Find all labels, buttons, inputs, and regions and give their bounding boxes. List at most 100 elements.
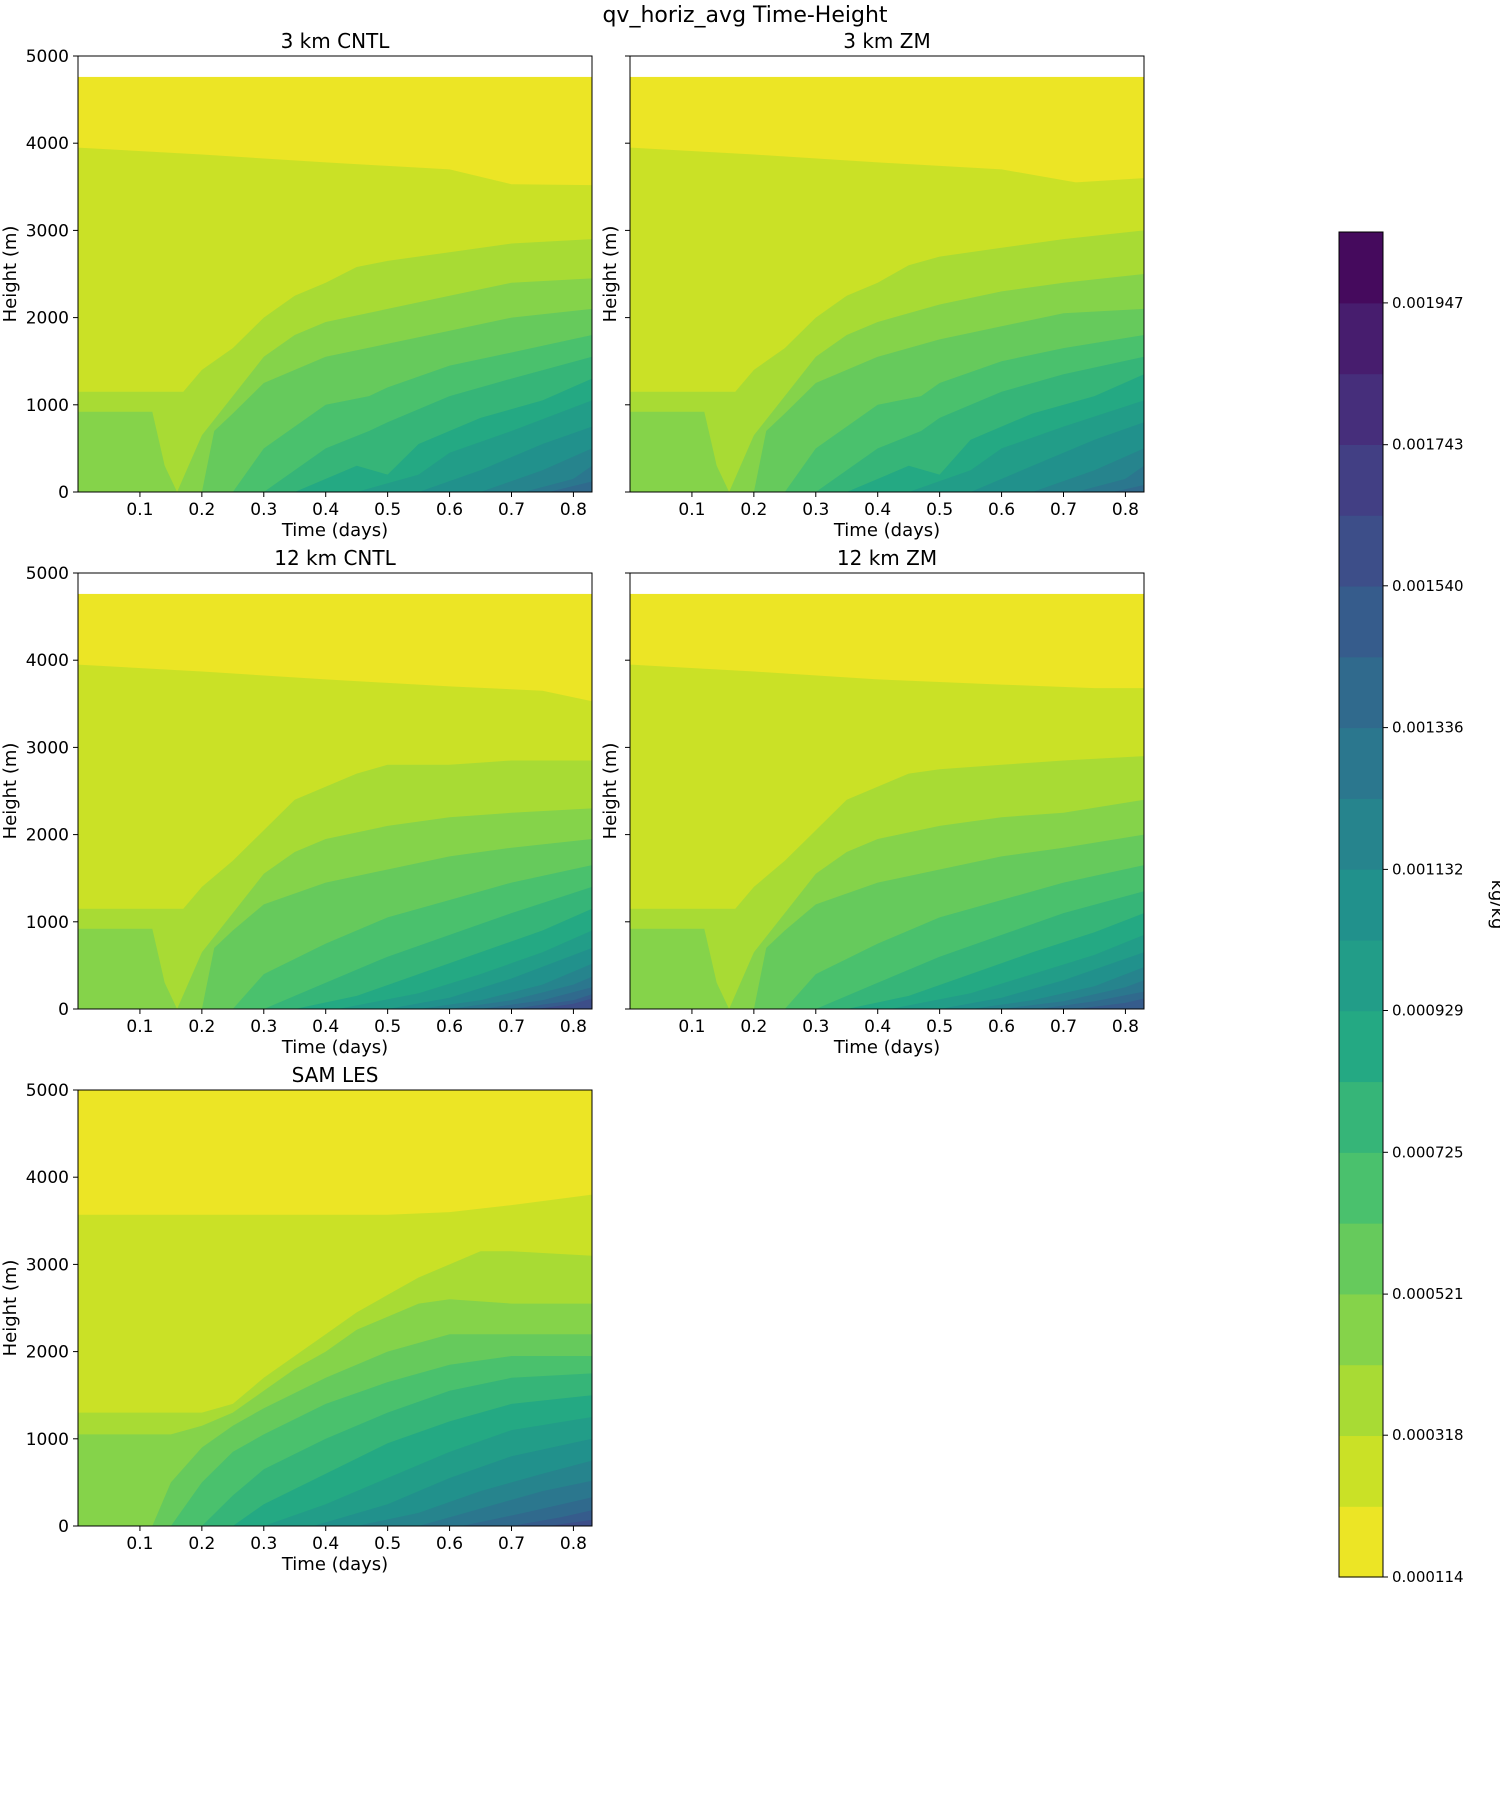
colorbar-tick-label: 0.000114 (1392, 1568, 1464, 1586)
y-tick-label: 1000 (26, 396, 69, 416)
colorbar-segment (1339, 1435, 1383, 1507)
colorbar-segment (1339, 1081, 1383, 1153)
x-tick-label: 0.2 (740, 500, 767, 520)
x-tick-label: 0.3 (802, 500, 829, 520)
contour-band-11 (78, 465, 592, 492)
contour-band-11 (78, 1480, 592, 1526)
contour-band-9 (630, 422, 1144, 492)
x-axis-label: Time (days) (281, 520, 388, 541)
colorbar-segment (1339, 1293, 1383, 1366)
x-tick-label: 0.5 (374, 500, 401, 520)
x-tick-label: 0.1 (126, 1534, 153, 1554)
y-tick-label: 2000 (26, 309, 69, 329)
x-tick-label: 0.6 (436, 500, 463, 520)
x-tick-label: 0.2 (188, 1534, 215, 1554)
contour-band-10 (78, 1460, 592, 1526)
x-tick-label: 0.8 (1112, 1017, 1139, 1037)
colorbar-tick-label: 0.001743 (1392, 436, 1464, 454)
colorbar-tick-label: 0.001336 (1392, 719, 1464, 737)
x-tick-label: 0.7 (498, 1534, 525, 1554)
x-axis-label: Time (days) (833, 520, 940, 541)
x-tick-label: 0.2 (188, 500, 215, 520)
contour-band-8 (630, 400, 1144, 492)
colorbar-segment (1339, 373, 1383, 445)
contour-field (630, 76, 1144, 492)
x-tick-label: 0.8 (560, 500, 587, 520)
x-tick-label: 0.4 (864, 1017, 891, 1037)
y-tick-label: 1000 (26, 913, 69, 933)
axes-frame (629, 572, 1145, 1010)
y-tick-label: 2000 (26, 1343, 69, 1363)
x-tick-label: 0.5 (926, 500, 953, 520)
panel-title: 3 km CNTL (281, 29, 391, 53)
figure-title: qv_horiz_avg Time-Height (602, 3, 887, 28)
axes-frame (77, 572, 593, 1010)
x-tick-label: 0.3 (802, 1017, 829, 1037)
colorbar-segment (1339, 1506, 1383, 1578)
x-tick-label: 0.3 (250, 1017, 277, 1037)
y-axis-label: Height (m) (600, 743, 621, 840)
x-tick-label: 0.5 (374, 1017, 401, 1037)
axes-frame (77, 55, 593, 493)
x-tick-label: 0.4 (312, 500, 339, 520)
colorbar-segment (1339, 1152, 1383, 1224)
x-tick-label: 0.8 (560, 1534, 587, 1554)
colorbar-segment (1339, 302, 1383, 375)
colorbar-segment (1339, 939, 1383, 1012)
colorbar-tick-label: 0.000725 (1392, 1143, 1464, 1161)
colorbar-tick-label: 0.001132 (1392, 860, 1464, 878)
x-tick-label: 0.2 (188, 1017, 215, 1037)
y-tick-label: 3000 (26, 738, 69, 758)
contour-band-11 (630, 465, 1144, 492)
contour-band-9 (78, 948, 592, 1009)
axes-frame (77, 1089, 593, 1527)
contour-band-13 (78, 994, 592, 1009)
x-tick-label: 0.2 (740, 1017, 767, 1037)
x-tick-label: 0.1 (678, 1017, 705, 1037)
colorbar-segment (1339, 798, 1383, 870)
panel-title: 12 km CNTL (274, 546, 396, 570)
colorbar: 0.000114 0.000318 0.000521 0.000725 0.000929… (1338, 231, 1500, 1586)
x-tick-label: 0.6 (988, 1017, 1015, 1037)
contour-field (78, 76, 592, 492)
x-tick-label: 0.6 (436, 1017, 463, 1037)
x-tick-label: 0.1 (126, 500, 153, 520)
x-tick-label: 0.3 (250, 1534, 277, 1554)
colorbar-tick-label: 0.000318 (1392, 1426, 1464, 1444)
panel-5: SAM LES 0.1 0.2 0.3 0.4 0.5 0.6 0.7 0.8 Time (day… (0, 1063, 593, 1575)
x-tick-label: 0.8 (1112, 500, 1139, 520)
panel-3: 12 km CNTL 0.1 0.2 0.3 0.4 0.5 0.6 0.7 0.8 Time (… (0, 546, 593, 1058)
colorbar-tick-label: 0.000929 (1392, 1002, 1464, 1020)
y-axis-label: Height (m) (0, 743, 21, 840)
contour-band-9 (630, 952, 1144, 1009)
x-tick-label: 0.7 (498, 1017, 525, 1037)
y-tick-label: 4000 (26, 651, 69, 671)
colorbar-segment (1339, 515, 1383, 587)
y-tick-label: 0 (58, 1000, 69, 1020)
x-tick-label: 0.7 (498, 500, 525, 520)
y-tick-label: 3000 (26, 1255, 69, 1275)
panel-4: 12 km ZM 0.1 0.2 0.3 0.4 0.5 0.6 0.7 0.8 Time (da… (600, 546, 1145, 1058)
colorbar-segment (1339, 1010, 1383, 1083)
contour-band-13 (630, 998, 1144, 1009)
contour-band-8 (630, 934, 1144, 1009)
contour-field (78, 1090, 592, 1526)
x-tick-label: 0.5 (374, 1534, 401, 1554)
y-tick-label: 0 (58, 483, 69, 503)
colorbar-label: kg/kg (1487, 880, 1500, 930)
x-tick-label: 0.7 (1050, 1017, 1077, 1037)
colorbar-segment (1339, 1223, 1383, 1295)
y-axis-label: Height (m) (0, 226, 21, 323)
x-tick-label: 0.5 (926, 1017, 953, 1037)
x-tick-label: 0.4 (864, 500, 891, 520)
panel-2: 3 km ZM 0.1 0.2 0.3 0.4 0.5 0.6 0.7 0.8 Time (day… (600, 29, 1145, 541)
colorbar-tick-label: 0.001540 (1392, 577, 1464, 595)
y-tick-label: 3000 (26, 221, 69, 241)
contour-band-8 (78, 400, 592, 492)
x-tick-label: 0.6 (988, 500, 1015, 520)
panel-title: 12 km ZM (837, 546, 937, 570)
contour-band-8 (78, 930, 592, 1009)
axes-frame (629, 55, 1145, 493)
y-tick-label: 4000 (26, 1168, 69, 1188)
